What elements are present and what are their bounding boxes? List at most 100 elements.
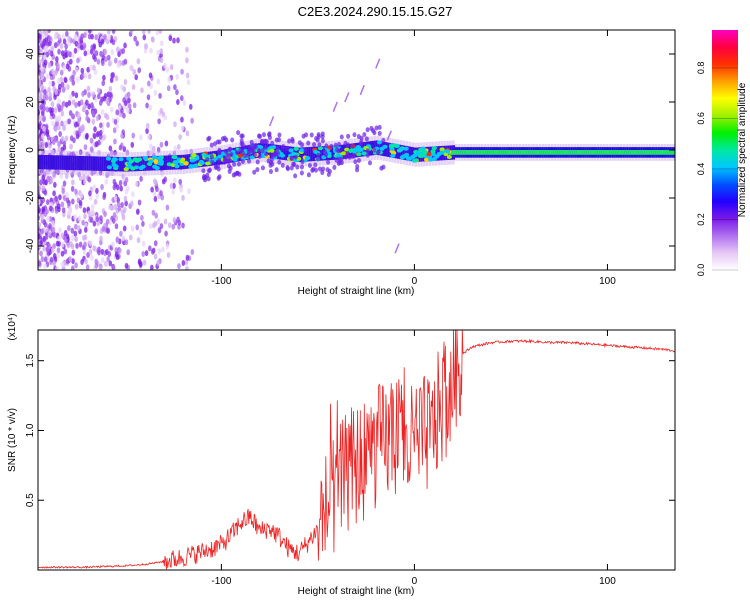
noise-dot <box>57 33 61 40</box>
noise-dot <box>148 143 153 150</box>
band-blob <box>269 145 275 150</box>
noise-dot <box>44 233 49 240</box>
band-inner <box>532 150 535 155</box>
band-core <box>314 146 317 162</box>
band-inner <box>659 150 662 155</box>
band-inner <box>512 150 515 155</box>
noise-dot <box>63 248 68 255</box>
band-inner <box>661 150 664 155</box>
noise-dot <box>103 92 108 99</box>
noise-dot <box>59 43 64 50</box>
noise-dot <box>53 107 58 114</box>
band-inner <box>657 150 660 155</box>
noise-dot <box>111 241 115 248</box>
noise-dot <box>159 223 164 230</box>
band-core <box>198 152 201 168</box>
band-inner <box>524 150 527 155</box>
noise-dot <box>82 207 87 214</box>
noise-dot <box>88 248 93 255</box>
y-tick-label: 40 <box>25 48 36 60</box>
noise-dot <box>78 241 83 248</box>
x-tick-label: 100 <box>599 576 616 587</box>
y-tick-label: 1.5 <box>25 353 36 367</box>
band-core <box>95 156 98 171</box>
noise-dot <box>137 199 142 206</box>
band-inner <box>487 150 490 155</box>
noise-dot <box>38 221 42 228</box>
band-core <box>43 154 46 170</box>
mid-scatter <box>291 161 296 167</box>
band-core <box>200 152 203 168</box>
noise-dot <box>135 224 140 231</box>
noise-dot <box>94 258 99 265</box>
mid-scatter <box>289 155 294 161</box>
mid-scatter <box>333 142 338 148</box>
band-blob <box>439 147 445 152</box>
band-blob <box>444 149 450 154</box>
stray-streak <box>268 116 275 127</box>
noise-dot <box>47 61 52 68</box>
noise-dot <box>58 227 62 234</box>
noise-dot <box>123 195 128 202</box>
noise-dot <box>176 99 180 106</box>
noise-dot <box>99 50 103 57</box>
mid-scatter <box>316 134 321 140</box>
noise-dot <box>185 57 189 64</box>
band-core <box>49 155 52 170</box>
noise-dot <box>92 220 97 227</box>
mid-scatter <box>293 173 298 179</box>
noise-dot <box>121 214 126 221</box>
band-inner <box>476 150 479 155</box>
noise-dot <box>122 225 127 232</box>
noise-dot <box>95 216 100 223</box>
band-inner <box>642 150 645 155</box>
noise-dot <box>92 245 96 252</box>
band-core <box>298 147 301 162</box>
noise-dot <box>114 247 119 254</box>
band-inner <box>503 150 506 155</box>
noise-dot <box>122 112 126 119</box>
noise-dot <box>63 77 68 84</box>
band-inner <box>454 150 457 155</box>
noise-dot <box>103 49 108 56</box>
band-core <box>90 156 93 171</box>
band-inner <box>646 150 649 155</box>
spectrogram-panel: -100 0 100 -40 -20 0 20 40 Height of straight … <box>7 29 676 297</box>
noise-dot <box>38 115 41 122</box>
noise-dot <box>87 103 91 110</box>
noise-dot <box>185 46 189 53</box>
noise-dot <box>157 227 162 234</box>
snr-line <box>38 330 675 570</box>
band-blob <box>335 153 342 158</box>
noise-dot <box>54 126 58 133</box>
noise-dot <box>61 33 65 40</box>
band-inner <box>543 150 546 155</box>
band-inner <box>563 150 566 155</box>
noise-dot <box>86 85 91 92</box>
band-inner <box>622 150 625 155</box>
noise-dot <box>67 100 72 107</box>
band-core <box>310 146 313 162</box>
noise-dot <box>81 123 85 130</box>
noise-dot <box>132 69 137 76</box>
noise-dot <box>123 58 128 65</box>
band-core <box>308 147 311 162</box>
noise-dot <box>108 219 112 226</box>
noise-dot <box>71 79 76 86</box>
noise-dot <box>113 203 118 210</box>
band-blob <box>148 159 154 164</box>
noise-dot <box>48 40 52 47</box>
noise-dot <box>71 249 76 256</box>
band-blob <box>133 158 140 163</box>
mid-scatter <box>303 147 308 153</box>
noise-dot <box>45 199 50 206</box>
noise-dot <box>177 263 181 270</box>
noise-dot <box>55 56 59 63</box>
mid-scatter <box>376 149 381 155</box>
mid-scatter <box>268 169 273 175</box>
noise-dot <box>180 116 184 123</box>
band-inner <box>593 150 596 155</box>
noise-dot <box>98 99 103 106</box>
band-inner <box>483 150 486 155</box>
